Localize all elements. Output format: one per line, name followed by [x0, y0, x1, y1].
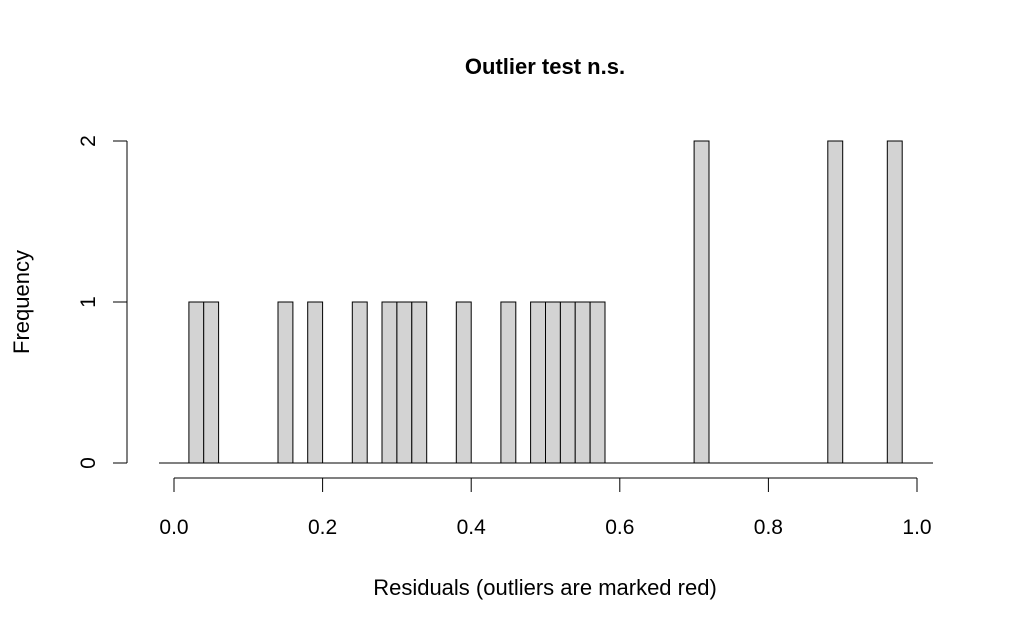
histogram-bar: [396, 301, 413, 464]
histogram-bar: [574, 301, 591, 464]
histogram-bar: [827, 140, 844, 464]
histogram-bar: [307, 301, 324, 464]
histogram-bar: [381, 301, 398, 464]
histogram-bar: [277, 301, 294, 464]
histogram-bar: [455, 301, 472, 464]
chart-title: Outlier test n.s.: [465, 54, 625, 79]
histogram-bar: [545, 301, 561, 464]
histogram-bar: [351, 301, 368, 464]
histogram-bar: [411, 301, 428, 464]
x-tick-label: 1.0: [902, 516, 931, 539]
histogram-bar: [188, 301, 205, 464]
histogram-bar: [559, 301, 576, 464]
histogram-bar: [500, 301, 517, 464]
x-tick-label: 0.6: [605, 516, 634, 539]
histogram-bar: [203, 301, 220, 464]
x-axis: 0.0 0.2 0.4 0.6 0.8 1.0: [159, 477, 932, 539]
y-tick-label: 2: [77, 135, 100, 147]
histogram-bar: [886, 140, 903, 464]
x-tick-label: 0.0: [159, 516, 188, 539]
x-tick-label: 0.4: [457, 516, 487, 539]
x-tick-label: 0.8: [754, 516, 783, 539]
x-tick-label: 0.2: [308, 516, 337, 539]
y-axis: 0 1 2: [77, 135, 128, 469]
histogram-bar: [530, 301, 546, 464]
y-axis-title: Frequency: [9, 250, 34, 354]
x-axis-title: Residuals (outliers are marked red): [373, 575, 717, 600]
y-tick-label: 1: [77, 296, 100, 308]
bars-group: [188, 140, 903, 464]
y-tick-label: 0: [77, 457, 100, 469]
histogram-bar: [693, 140, 710, 464]
histogram-bar: [589, 301, 606, 464]
